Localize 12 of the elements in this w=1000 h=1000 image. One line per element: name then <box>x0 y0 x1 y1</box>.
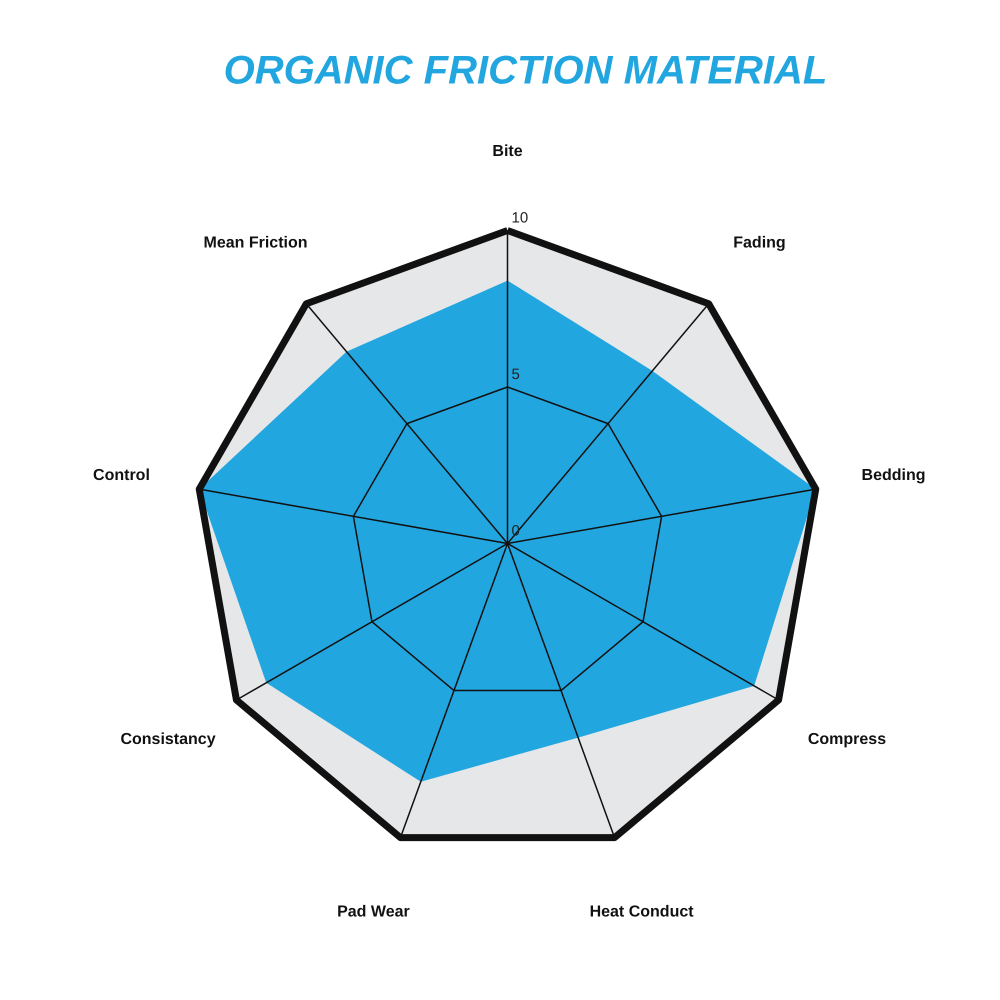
spoke-label: Compress <box>808 731 886 748</box>
spoke-label: Bedding <box>862 466 926 484</box>
y-tick-label: 5 <box>512 366 520 383</box>
spoke-label: Consistancy <box>120 731 216 748</box>
spoke-label: Bite <box>492 143 523 160</box>
spoke-label: Control <box>93 466 150 484</box>
spoke-label: Fading <box>733 234 786 252</box>
chart-title: ORGANIC FRICTION MATERIAL <box>224 48 828 92</box>
spoke-label: Heat Conduct <box>590 903 694 920</box>
spoke-label: Pad Wear <box>337 903 410 920</box>
spoke-label: Mean Friction <box>204 234 308 252</box>
y-tick-label: 10 <box>512 210 528 226</box>
